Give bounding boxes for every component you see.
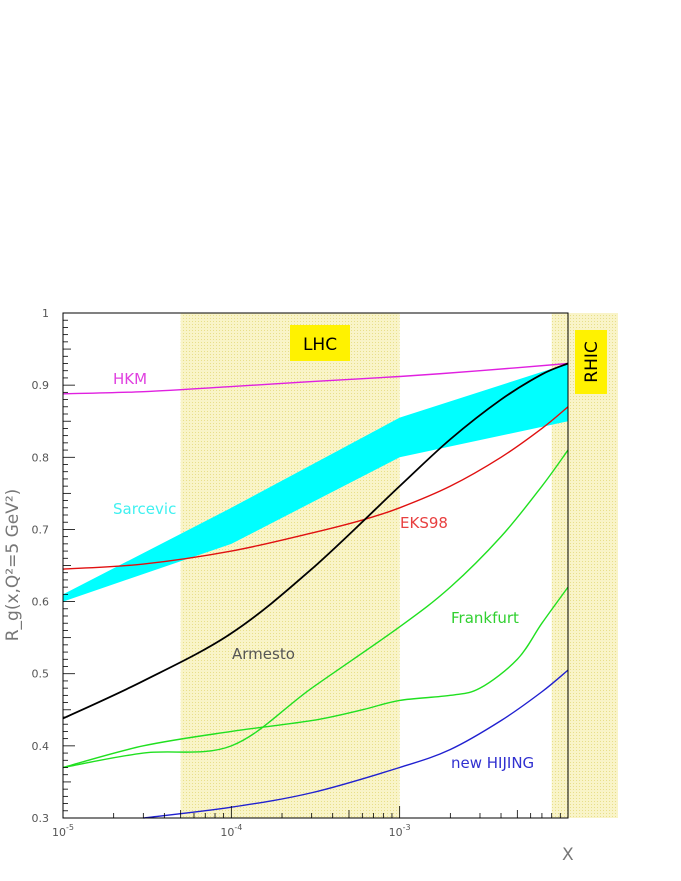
series-line-eks98-1: [62, 406, 569, 570]
y-tick-label: 0.9: [32, 379, 50, 392]
curve-label-sarcevic: Sarcevic: [113, 500, 176, 518]
x-tick-label-exponent: -4: [234, 823, 242, 832]
x-tick-label: 10-4: [220, 823, 242, 839]
curve-label-armesto: Armesto: [232, 645, 295, 663]
series-layer: [62, 362, 569, 819]
series-line-hkm-0: [62, 362, 569, 395]
curve-label-eks98: EKS98: [400, 514, 448, 532]
y-tick-label: 0.5: [32, 668, 50, 681]
x-tick-label: 10-5: [52, 823, 74, 839]
band-sarcevic: [63, 363, 568, 602]
region-lhc: [180, 313, 400, 818]
x-tick-label-base: 10: [220, 826, 234, 839]
y-axis-title: R_g(x,Q²=5 GeV²): [3, 489, 23, 642]
curve-label-frankfurt: Frankfurt: [451, 609, 519, 627]
y-tick-label: 0.8: [32, 451, 50, 464]
series-line-armesto-2: [62, 362, 569, 720]
y-tick-label: 0.4: [32, 740, 50, 753]
region-label-rhic: RHIC: [582, 341, 602, 382]
series-line-frankfurt-3: [62, 449, 569, 769]
x-tick-label-base: 10: [52, 826, 66, 839]
y-tick-label: 0.6: [32, 596, 50, 609]
sarcevic-band-layer: [63, 363, 568, 602]
region-label-bg-rhic: [575, 330, 607, 394]
x-tick-label-exponent: -3: [403, 823, 411, 832]
y-tick-label: 1: [42, 307, 49, 320]
region-label-lhc: LHC: [303, 335, 337, 355]
x-tick-label: 10-3: [389, 823, 411, 839]
y-tick-label: 0.3: [32, 812, 50, 825]
y-tick-label: 0.7: [32, 523, 50, 536]
region-label-bg-lhc: [290, 325, 350, 361]
x-tick-label-exponent: -5: [66, 823, 74, 832]
series-line-frankfurt-4: [62, 586, 569, 769]
curve-label-hkm: HKM: [113, 370, 147, 388]
x-axis-title: X: [562, 845, 574, 865]
x-tick-label-base: 10: [389, 826, 403, 839]
curve-label-new-hijing: new HIJING: [451, 754, 534, 772]
labels-layer: LHC RHIC HKM EKS98 Armesto Frankfurt new HIJIN…: [113, 325, 607, 772]
